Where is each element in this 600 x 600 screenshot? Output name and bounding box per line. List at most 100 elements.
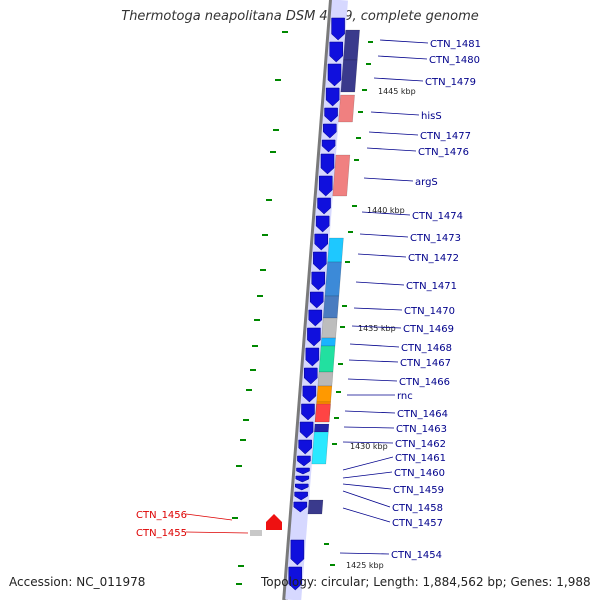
kbp-position-label: 1435 kbp: [358, 324, 396, 333]
map-title: Thermotoga neapolitana DSM 4359, complet…: [121, 9, 479, 24]
cog-gene-block: [307, 499, 324, 515]
gene-leader-line: [344, 410, 396, 414]
gene-label: CTN_1473: [410, 233, 461, 244]
gene-leader-line: [377, 55, 428, 60]
cog-gene-block: [314, 403, 331, 423]
gene-leader-line: [361, 211, 411, 216]
cog-gene-block: [314, 423, 330, 433]
cog-gene-block: [320, 337, 336, 347]
gene-label: CTN_1471: [406, 281, 457, 292]
gene-leader-line: [366, 147, 417, 152]
genome-summary-text: Topology: circular; Length: 1,884,562 bp…: [261, 575, 591, 589]
kbp-position-label: 1430 kbp: [350, 442, 388, 451]
cog-gene-block: [318, 345, 336, 373]
forward-gene-arrow: [301, 403, 315, 421]
backbone-outer: [282, 0, 333, 600]
cog-gene-block: [332, 154, 351, 197]
forward-gene-arrow: [308, 309, 323, 327]
highlight-gene-label: CTN_1456: [136, 510, 187, 521]
cog-gene-block: [322, 295, 340, 319]
gene-leader-line: [342, 490, 391, 508]
gene-label: CTN_1476: [418, 147, 469, 158]
forward-gene-arrow: [313, 251, 327, 271]
gene-label: CTN_1466: [399, 377, 450, 388]
gene-label: hisS: [421, 111, 442, 122]
forward-gene-arrow: [288, 566, 303, 591]
forward-gene-arrow: [331, 17, 345, 41]
gene-label: CTN_1454: [391, 550, 442, 561]
highlight-leader-line: [185, 513, 233, 521]
forward-gene-arrow: [311, 271, 326, 291]
gene-leader-line: [368, 131, 419, 136]
forward-gene-arrow: [297, 455, 311, 467]
forward-gene-arrow: [307, 327, 321, 347]
gene-label: CTN_1481: [430, 39, 481, 50]
gene-label: rnc: [397, 391, 413, 402]
cog-gene-block: [311, 431, 329, 465]
gene-leader-line: [342, 507, 391, 523]
cog-gene-block: [321, 317, 338, 339]
cog-gene-block: [317, 371, 334, 387]
cog-gene-block: [340, 59, 358, 93]
gene-leader-line: [348, 359, 399, 363]
gene-label: CTN_1469: [403, 324, 454, 335]
gene-label: CTN_1472: [408, 253, 459, 264]
gene-label: CTN_1462: [395, 439, 446, 450]
forward-gene-arrow: [302, 385, 317, 403]
forward-gene-arrow: [319, 175, 333, 197]
forward-gene-arrow: [315, 215, 330, 233]
gene-label: CTN_1458: [392, 503, 443, 514]
highlight-leader-line: [185, 531, 249, 534]
kbp-position-label: 1425 kbp: [346, 561, 384, 570]
gene-leader-line: [349, 343, 400, 348]
gene-leader-line: [342, 483, 392, 490]
gene-leader-line: [347, 378, 398, 382]
gene-label: CTN_1477: [420, 131, 471, 142]
forward-gene-arrow: [290, 539, 305, 566]
gene-leader-line: [379, 39, 429, 44]
cog-gene-block: [327, 237, 344, 263]
gene-label: CTN_1464: [397, 409, 448, 420]
gene-label: CTN_1463: [396, 424, 447, 435]
gene-label: CTN_1457: [392, 518, 443, 529]
gene-label: CTN_1480: [429, 55, 480, 66]
cog-gene-block: [324, 261, 342, 297]
gene-label: CTN_1479: [425, 77, 476, 88]
gene-leader-line: [357, 253, 407, 258]
forward-gene-arrow: [295, 475, 310, 483]
gene-label: argS: [415, 177, 438, 188]
forward-gene-arrow: [298, 439, 312, 455]
highlight-gene-arrow: [266, 514, 282, 530]
gene-leader-line: [351, 325, 402, 329]
gene-leader-line: [342, 441, 394, 444]
gene-leader-line: [339, 552, 390, 555]
forward-gene-arrow: [305, 347, 320, 367]
forward-gene-arrow: [293, 501, 308, 513]
gene-label: CTN_1467: [400, 358, 451, 369]
cog-gene-block: [338, 94, 355, 123]
gene-label: CTN_1468: [401, 343, 452, 354]
gene-label: CTN_1460: [394, 468, 445, 479]
gene-leader-line: [353, 307, 403, 311]
cog-gene-block: [343, 29, 360, 61]
highlight-gene-label: CTN_1455: [136, 528, 187, 539]
forward-gene-arrow: [296, 467, 310, 475]
forward-gene-arrow: [299, 421, 314, 439]
gene-label: CTN_1459: [393, 485, 444, 496]
forward-gene-arrow: [324, 107, 338, 123]
highlight-gene-grey: [250, 530, 262, 536]
forward-gene-arrow: [327, 63, 342, 87]
kbp-position-label: 1440 kbp: [367, 206, 405, 215]
gene-leader-line: [370, 111, 420, 116]
forward-gene-arrow: [304, 367, 318, 385]
gene-label: CTN_1474: [412, 211, 463, 222]
cog-gene-block: [316, 385, 333, 403]
gene-leader-line: [363, 177, 414, 182]
forward-gene-arrow: [321, 139, 336, 153]
forward-gene-arrow: [325, 87, 340, 107]
accession-text: Accession: NC_011978: [9, 575, 146, 589]
gene-label: CTN_1461: [395, 453, 446, 464]
forward-gene-arrow: [320, 153, 335, 175]
forward-gene-arrow: [294, 491, 308, 501]
